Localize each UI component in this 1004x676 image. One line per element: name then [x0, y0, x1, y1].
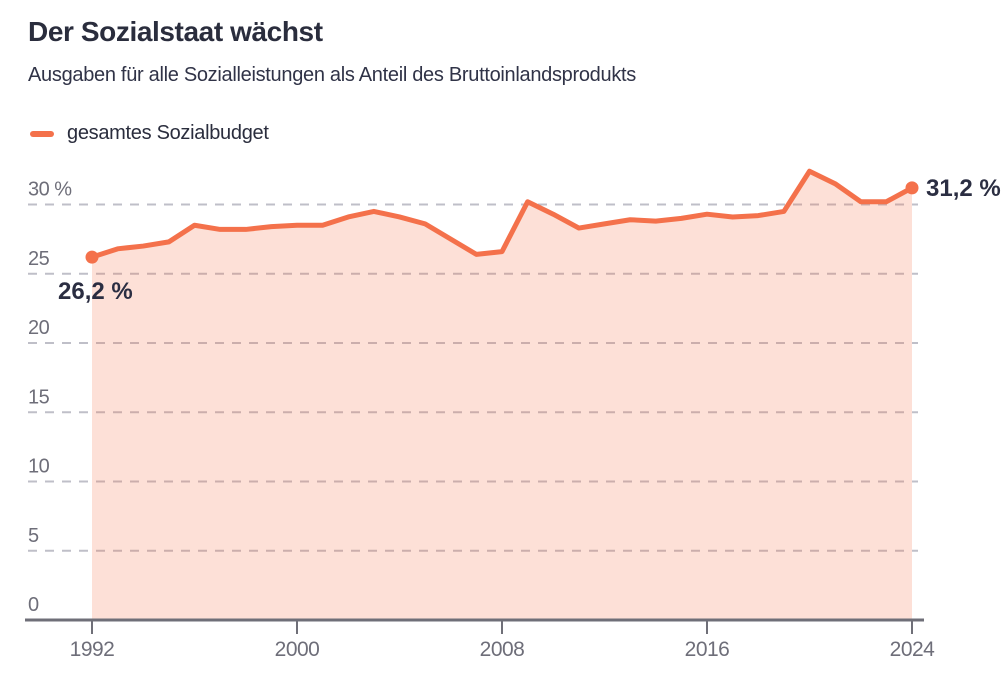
start-point-dot: [85, 250, 99, 264]
x-axis-tick-label: 2000: [275, 638, 320, 661]
start-value-label: 26,2 %: [58, 278, 133, 305]
y-axis-tick-label: 15: [28, 386, 50, 408]
y-axis-tick-label: 5: [28, 525, 39, 547]
x-axis-tick-label: 2016: [685, 638, 730, 661]
legend-line-swatch: [30, 130, 54, 137]
chart-subtitle: Ausgaben für alle Sozialleistungen als A…: [28, 64, 636, 86]
y-axis-tick-label: 10: [28, 456, 50, 478]
y-axis-tick-label: 30 %: [28, 179, 72, 201]
data-line: [89, 168, 915, 260]
end-point-dot: [905, 181, 919, 195]
chart-legend: gesamtes Sozialbudget: [30, 122, 269, 145]
area-fill: [92, 171, 912, 620]
x-axis-tick-label: 2008: [480, 638, 525, 661]
end-value-label: 31,2 %: [926, 175, 1001, 202]
y-axis-tick-label: 20: [28, 317, 50, 339]
legend-label: gesamtes Sozialbudget: [67, 122, 269, 144]
x-axis-tick-label: 2024: [890, 638, 936, 661]
area-chart-canvas: 0 5 10 15 20 25 30 % 1992 2000 2008 2016 2024 26,2 %…: [25, 168, 1001, 661]
page-title: Der Sozialstaat wächst: [28, 16, 323, 47]
y-axis-tick-label: 25: [28, 248, 50, 270]
y-axis-tick-label: 0: [28, 594, 39, 616]
x-axis-tick-label: 1992: [70, 638, 115, 661]
